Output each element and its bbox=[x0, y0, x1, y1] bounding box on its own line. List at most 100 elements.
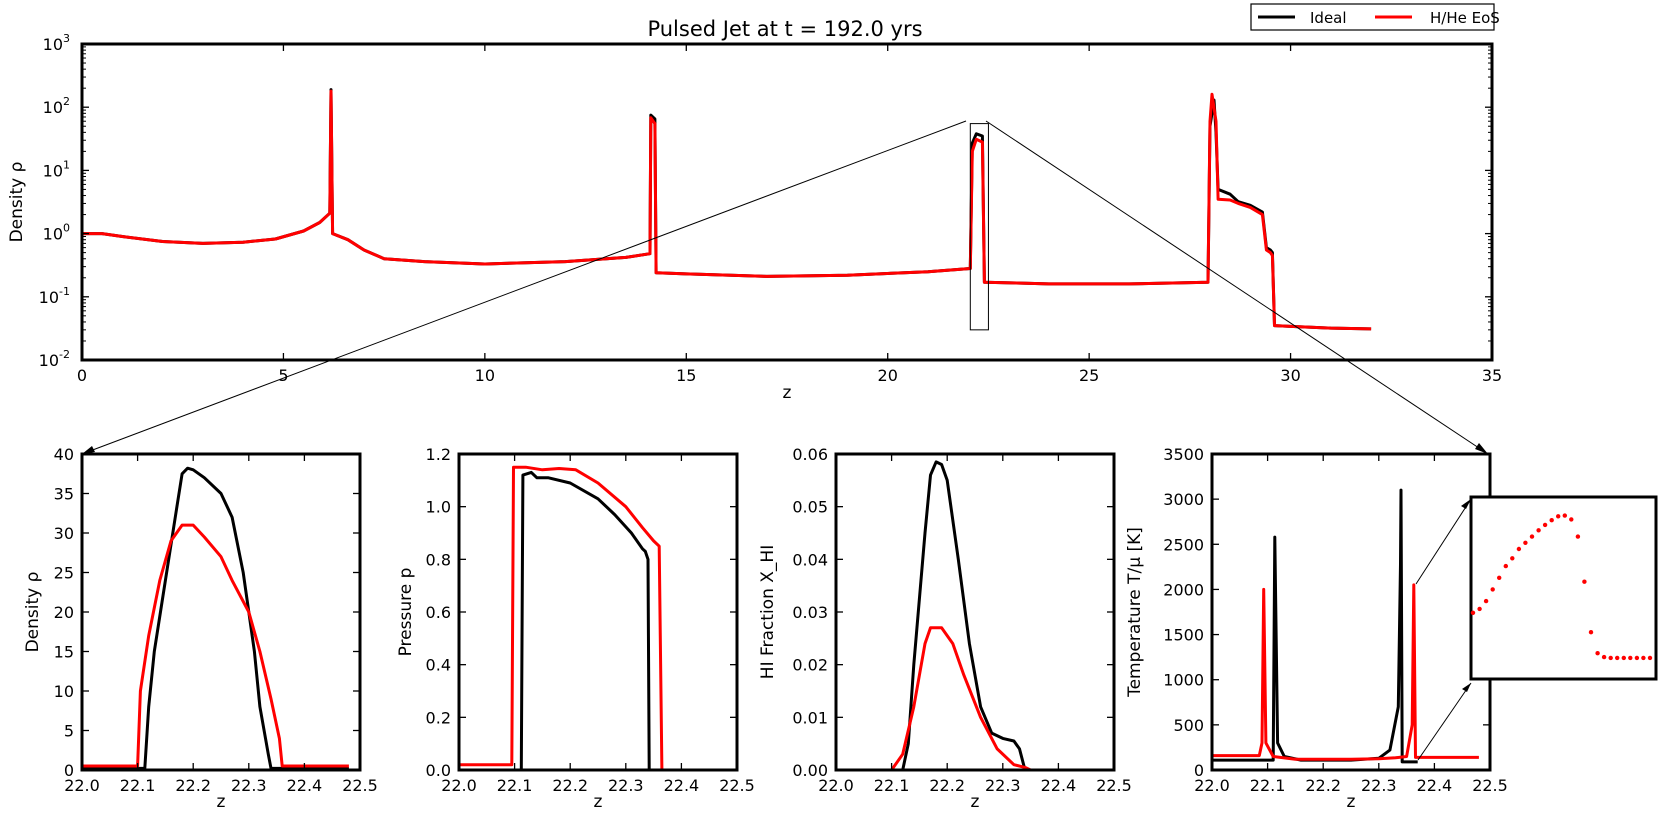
density-ytick-label: 25 bbox=[54, 564, 74, 583]
inset-frame bbox=[1469, 495, 1658, 681]
pressure-ytick-label: 0.0 bbox=[426, 761, 451, 780]
inset-point bbox=[1575, 534, 1581, 539]
zoom-arrowhead-left bbox=[82, 446, 95, 454]
density-xtick-label: 22.5 bbox=[342, 776, 378, 795]
inset-point bbox=[1536, 528, 1541, 533]
pressure-ytick-label: 0.6 bbox=[426, 603, 451, 622]
inset-point bbox=[1569, 517, 1574, 522]
hi_fraction-xtick-label: 22.1 bbox=[874, 776, 910, 795]
zoom-region-box bbox=[969, 123, 989, 331]
inset-point bbox=[1641, 655, 1646, 661]
zoom-connector-left bbox=[81, 120, 967, 455]
density-ylabel: Density ρ bbox=[23, 572, 43, 653]
inset-point bbox=[1490, 587, 1495, 592]
inset-point bbox=[1634, 655, 1640, 661]
temperature-ytick-label: 3500 bbox=[1163, 445, 1204, 464]
temperature-ytick-label: 500 bbox=[1173, 716, 1204, 735]
hi_fraction-frame bbox=[834, 452, 1116, 772]
inset-point bbox=[1647, 655, 1653, 661]
hi_fraction-xtick-label: 22.2 bbox=[929, 776, 965, 795]
temperature-inset bbox=[1415, 495, 1658, 761]
inset-points bbox=[1470, 513, 1653, 661]
pressure-xtick-label: 22.4 bbox=[664, 776, 700, 795]
density-xtick-label: 22.1 bbox=[120, 776, 156, 795]
pressure-ytick-label: 0.4 bbox=[426, 656, 451, 675]
main-ytick-label: 10-1 bbox=[39, 285, 70, 307]
density-ytick-label: 20 bbox=[54, 603, 74, 622]
density-ytick-label: 40 bbox=[54, 445, 74, 464]
legend-label-ideal: Ideal bbox=[1310, 9, 1347, 27]
hi_fraction-ytick-label: 0.02 bbox=[792, 656, 828, 675]
main-ytick-label: 103 bbox=[43, 32, 70, 54]
hi_fraction-xtick-label: 22.0 bbox=[818, 776, 854, 795]
zoom-arrowhead-right bbox=[1475, 443, 1488, 454]
main-xtick-label: 30 bbox=[1280, 366, 1300, 385]
zoom-temperature-panel: 22.0 22.1 22.2 22.3 22.4 22.5 0 500 1000 1500 2000… bbox=[1125, 445, 1508, 812]
temperature-series-group bbox=[1212, 488, 1479, 764]
inset-point bbox=[1562, 513, 1568, 518]
temperature-ytick-label: 1500 bbox=[1163, 626, 1204, 645]
temperature-xtick-label: 22.3 bbox=[1361, 776, 1397, 795]
inset-point bbox=[1582, 579, 1587, 584]
inset-point bbox=[1516, 546, 1522, 552]
zoom-pressure-panel: 22.0 22.1 22.2 22.3 22.4 22.5 0.0 0.2 0.4 0.6 0.8 1… bbox=[396, 445, 755, 812]
inset-point bbox=[1621, 655, 1627, 661]
pressure-xtick-label: 22.0 bbox=[441, 776, 477, 795]
main-series-group bbox=[82, 88, 1372, 331]
main-ytick-label: 100 bbox=[43, 222, 70, 244]
inset-point bbox=[1601, 654, 1607, 660]
main-xtick-label: 35 bbox=[1482, 366, 1502, 385]
temperature-xtick-label: 22.4 bbox=[1417, 776, 1453, 795]
hi_fraction-series-ideal-line bbox=[901, 460, 1027, 770]
hi_fraction-series-hhe-line bbox=[890, 626, 1032, 770]
inset-point bbox=[1529, 534, 1535, 539]
temperature-xtick-label: 22.0 bbox=[1194, 776, 1230, 795]
hi_fraction-ytick-label: 0.01 bbox=[792, 708, 828, 727]
zoom-density-panel: 22.0 22.1 22.2 22.3 22.4 22.5 0 5 10 15 20 25 30 35 40… bbox=[23, 445, 378, 812]
temperature-xlabel: z bbox=[1347, 792, 1356, 812]
inset-point bbox=[1497, 575, 1502, 580]
density-ytick-label: 15 bbox=[54, 643, 74, 662]
zoom-connectors bbox=[81, 120, 1489, 455]
density-ytick-label: 35 bbox=[54, 485, 74, 504]
main-xtick-label: 20 bbox=[878, 366, 898, 385]
inset-point bbox=[1549, 518, 1554, 523]
hi_fraction-ytick-label: 0.06 bbox=[792, 445, 828, 464]
density-series-hhe-line bbox=[82, 523, 349, 768]
main-xtick-label: 10 bbox=[475, 366, 495, 385]
main-ytick-label: 102 bbox=[43, 95, 70, 117]
density-series-ideal-line bbox=[82, 466, 349, 770]
hi_fraction-ytick-label: 0.00 bbox=[792, 761, 828, 780]
main-xtick-label: 0 bbox=[77, 366, 87, 385]
temperature-ytick-label: 1000 bbox=[1163, 671, 1204, 690]
density-ytick-label: 10 bbox=[54, 682, 74, 701]
legend: Ideal H/He EoS bbox=[1250, 3, 1500, 31]
hi_fraction-xtick-label: 22.5 bbox=[1096, 776, 1132, 795]
main-frame bbox=[80, 42, 1494, 362]
inset-point bbox=[1510, 556, 1515, 561]
hi_fraction-xtick-label: 22.3 bbox=[985, 776, 1021, 795]
hi_fraction-ytick-label: 0.04 bbox=[792, 550, 828, 569]
temperature-ytick-label: 2500 bbox=[1163, 535, 1204, 554]
pressure-ytick-label: 1.0 bbox=[426, 498, 451, 517]
hi_fraction-xtick-label: 22.4 bbox=[1041, 776, 1077, 795]
zoom-connector-right bbox=[985, 120, 1489, 455]
legend-label-hhe: H/He EoS bbox=[1430, 9, 1500, 27]
temperature-xtick-label: 22.1 bbox=[1250, 776, 1286, 795]
inset-point bbox=[1628, 655, 1633, 661]
main-ytick-label: 10-2 bbox=[39, 348, 70, 370]
pressure-ytick-label: 0.2 bbox=[426, 708, 451, 727]
main-series-hhe-line bbox=[82, 89, 1372, 331]
pressure-xtick-label: 22.2 bbox=[552, 776, 588, 795]
inset-point bbox=[1542, 522, 1548, 528]
pressure-series-group bbox=[459, 465, 726, 770]
temperature-ytick-label: 3000 bbox=[1163, 490, 1204, 509]
figure-title: Pulsed Jet at t = 192.0 yrs bbox=[647, 17, 922, 41]
inset-point bbox=[1595, 651, 1600, 656]
temperature-xtick-label: 22.2 bbox=[1305, 776, 1341, 795]
temperature-ytick-label: 0 bbox=[1194, 761, 1204, 780]
zoom-hi-fraction-panel: 22.0 22.1 22.2 22.3 22.4 22.5 0.00 0.01 0.02 0.03… bbox=[758, 445, 1132, 812]
temperature-xtick-label: 22.5 bbox=[1472, 776, 1508, 795]
